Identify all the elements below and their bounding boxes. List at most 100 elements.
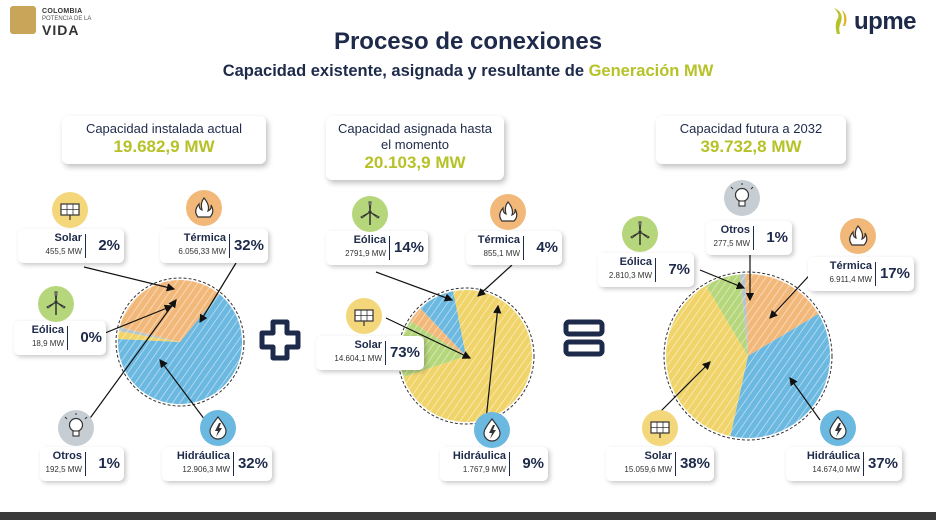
pie-chart-futura — [663, 271, 833, 441]
label-name: Solar — [644, 450, 672, 462]
label-percent: 37% — [867, 455, 898, 472]
arrow-solar — [83, 266, 176, 292]
arrow-termica-2 — [477, 264, 513, 297]
arrow-eolica-3 — [699, 269, 746, 290]
label-percent: 32% — [233, 237, 264, 254]
solar-panel-icon — [346, 298, 382, 334]
label-divider — [863, 452, 864, 476]
label-mw: 6.056,33 MW — [178, 247, 226, 256]
label-percent: 38% — [679, 455, 710, 472]
card-total: 20.103,9 MW — [364, 153, 466, 172]
label-name: Térmica — [829, 260, 872, 272]
logo-line-1: COLOMBIA — [42, 8, 83, 15]
page-title: Proceso de conexiones — [333, 28, 603, 55]
label-mw: 14.674,0 MW — [812, 465, 860, 474]
card-title: Capacidad instalada actual — [85, 121, 243, 136]
solar-panel-icon — [52, 192, 88, 228]
label-solar-futura: Solar 15.059,6 MW 38% — [606, 447, 714, 481]
equals-icon — [563, 319, 605, 357]
label-percent: 32% — [237, 455, 268, 472]
pie-slice-texture — [706, 274, 748, 356]
label-percent: 7% — [668, 261, 690, 278]
arrow-solar-3 — [659, 361, 711, 413]
wind-turbine-icon — [622, 216, 658, 252]
label-mw: 12.906,3 MW — [182, 465, 230, 474]
pie-slice-texture — [118, 327, 180, 342]
label-otros-futura: Otros 277,5 MW 1% — [706, 221, 792, 255]
label-mw: 192,5 MW — [45, 465, 82, 474]
label-name: Hidráulica — [452, 450, 506, 462]
thermal-fire-icon — [840, 218, 876, 254]
lightbulb-icon — [58, 410, 94, 446]
plus-icon — [259, 319, 301, 361]
label-solar-actual: Solar 455,5 MW 2% — [18, 229, 124, 263]
label-mw: 6.911,4 MW — [829, 275, 872, 284]
label-mw: 455,5 MW — [45, 247, 82, 256]
label-divider — [67, 326, 68, 350]
arrow-eolica — [99, 304, 174, 336]
label-divider — [509, 452, 510, 476]
label-divider — [875, 262, 876, 286]
solar-panel-icon — [642, 410, 678, 446]
label-name: Eólica — [31, 324, 64, 336]
pie-slice-texture — [730, 314, 830, 438]
label-divider — [85, 234, 86, 258]
card-title: Capacidad asignada hasta el momento — [338, 121, 492, 152]
label-name: Otros — [52, 450, 82, 462]
label-name: Eólica — [353, 234, 386, 246]
callout-arrows — [79, 254, 821, 433]
lightbulb-icon — [724, 180, 760, 216]
arrow-termica — [199, 262, 237, 324]
label-percent: 1% — [766, 229, 788, 246]
pie-outline — [115, 277, 245, 407]
label-mw: 14.604,1 MW — [334, 354, 382, 363]
label-percent: 14% — [393, 239, 424, 256]
logo-line-2: POTENCIA DE LA — [42, 16, 92, 22]
arrow-solar-2 — [385, 317, 472, 359]
label-termica-actual: Térmica 6.056,33 MW 32% — [160, 229, 268, 263]
pie-slice-texture — [739, 274, 748, 356]
label-eolica-asignada: Eólica 2791,9 MW 14% — [326, 231, 428, 265]
label-solar-asignada: Solar 14.604,1 MW 73% — [316, 336, 424, 370]
label-name: Solar — [54, 232, 82, 244]
thermal-fire-icon — [186, 190, 222, 226]
colombia-logo: COLOMBIA POTENCIA DE LA VIDA — [10, 6, 120, 38]
label-mw: 2791,9 MW — [345, 249, 386, 258]
pie-slice-texture — [119, 327, 180, 342]
label-divider — [523, 236, 524, 260]
label-divider — [385, 341, 386, 365]
label-percent: 17% — [879, 265, 910, 282]
subtitle-prefix: Capacidad existente, asignada y resultan… — [222, 62, 589, 80]
logo-line-3: VIDA — [42, 22, 80, 38]
label-percent: 73% — [389, 344, 420, 361]
label-name: Térmica — [477, 234, 520, 246]
label-percent: 2% — [98, 237, 120, 254]
label-percent: 1% — [98, 455, 120, 472]
pie-slice-texture — [420, 291, 466, 356]
pie-slice-texture — [665, 285, 748, 437]
label-divider — [753, 226, 754, 250]
label-termica-asignada: Térmica 855,1 MW 4% — [466, 231, 562, 265]
card-total: 19.682,9 MW — [113, 137, 215, 156]
card-title: Capacidad futura a 2032 — [679, 121, 823, 136]
card-capacidad-futura: Capacidad futura a 2032 39.732,8 MW — [656, 116, 846, 164]
wind-turbine-icon — [352, 196, 388, 232]
hydro-drop-icon — [200, 410, 236, 446]
label-termica-futura: Térmica 6.911,4 MW 17% — [808, 257, 914, 291]
arrow-hidraulica-3 — [789, 377, 821, 421]
card-capacidad-actual: Capacidad instalada actual 19.682,9 MW — [62, 116, 266, 164]
label-name: Solar — [354, 339, 382, 351]
label-hidraulica-asignada: Hidráulica 1.767,9 MW 9% — [440, 447, 548, 481]
pie-slice-texture — [118, 293, 242, 404]
card-total: 39.732,8 MW — [700, 137, 802, 156]
label-name: Eólica — [619, 256, 652, 268]
label-eolica-futura: Eólica 2.810,3 MW 7% — [598, 253, 694, 287]
colombia-logo-mark-icon — [10, 6, 36, 34]
pie-outline — [397, 287, 535, 425]
label-eolica-actual: Eólica 18,9 MW 0% — [14, 321, 106, 355]
label-divider — [229, 234, 230, 258]
page-subtitle: Capacidad existente, asignada y resultan… — [0, 62, 936, 81]
label-otros-actual: Otros 192,5 MW 1% — [40, 447, 124, 481]
label-divider — [85, 452, 86, 476]
label-percent: 9% — [522, 455, 544, 472]
